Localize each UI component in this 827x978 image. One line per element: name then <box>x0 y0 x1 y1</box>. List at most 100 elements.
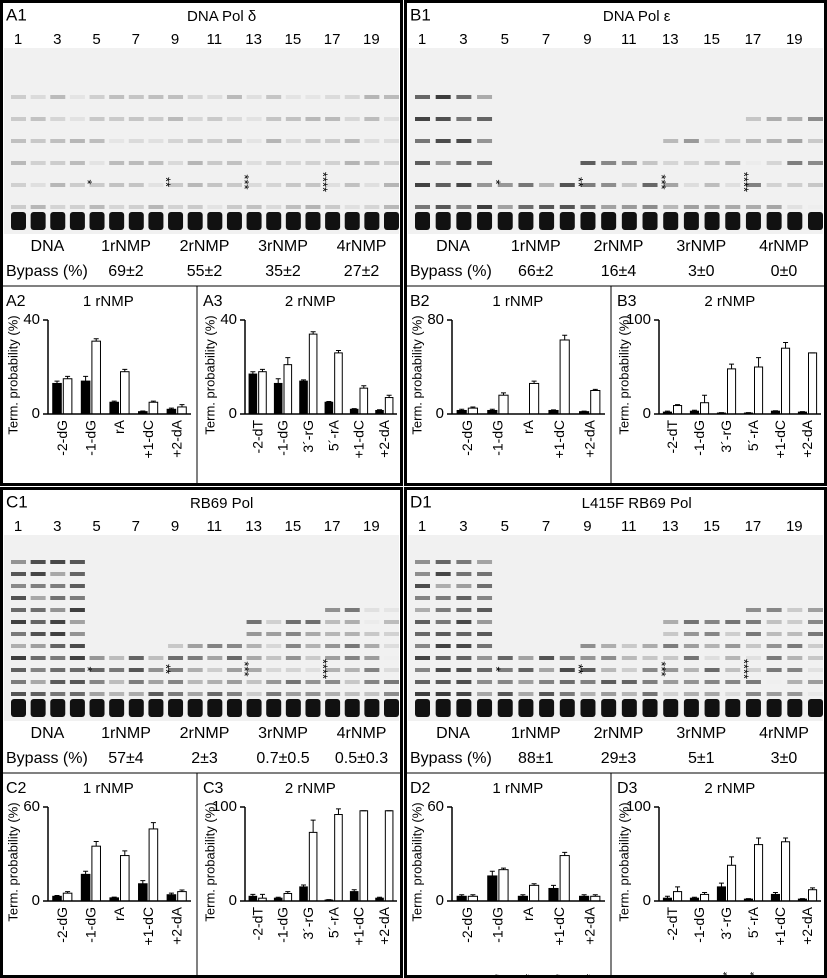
panel-title: L415F RB69 Pol <box>582 495 692 512</box>
gel-band <box>266 183 282 187</box>
bar <box>808 352 818 415</box>
gel-band <box>766 183 782 187</box>
y-tick-label: 100 <box>212 798 237 815</box>
gel-band <box>50 668 66 672</box>
gel-band <box>580 212 596 230</box>
gel-band <box>725 680 741 684</box>
gel-band <box>456 656 472 660</box>
gel-band <box>226 680 242 684</box>
lane-number: 1 <box>418 31 426 48</box>
gel-band <box>808 205 823 209</box>
gel-band <box>766 212 782 230</box>
gel-band <box>518 680 534 684</box>
lane-number: 5 <box>92 518 100 535</box>
gel-band <box>364 205 380 209</box>
gel-band <box>745 205 761 209</box>
y-axis-label: Term. probability (%) <box>409 315 424 434</box>
gel-band <box>69 139 85 143</box>
group-label: 2rNMP <box>594 725 644 742</box>
error-bar <box>275 896 281 899</box>
gel-band <box>477 656 493 660</box>
error-bar <box>729 363 735 369</box>
gel-band <box>435 608 451 612</box>
gel-band <box>148 680 164 684</box>
bar <box>727 864 737 902</box>
gel-band <box>787 183 803 187</box>
x-tick-label: +2-dA <box>168 419 184 457</box>
gel-band <box>285 668 301 672</box>
gel-band <box>109 668 125 672</box>
gel-band <box>30 668 46 672</box>
error-bar <box>489 408 495 411</box>
gel-band <box>305 205 321 209</box>
gel-band <box>477 608 493 612</box>
gel-band <box>50 139 66 143</box>
error-bar <box>361 385 367 389</box>
gel-band <box>456 699 472 717</box>
gel-band <box>30 656 46 660</box>
gel-band <box>384 668 399 672</box>
gel-band <box>187 644 203 648</box>
gel-band <box>305 620 321 624</box>
gel-band <box>477 212 493 230</box>
bypass-value: 88±1 <box>518 750 554 767</box>
gel-band <box>580 692 596 696</box>
gel-band <box>325 205 341 209</box>
bypass-value: 29±3 <box>601 750 637 767</box>
gel-band <box>663 656 679 660</box>
gel-band <box>69 632 85 636</box>
gel-band <box>642 699 658 717</box>
gel-band <box>518 699 534 717</box>
group-label: 4rNMP <box>759 238 809 255</box>
gel-band <box>415 692 430 696</box>
gel-band <box>305 183 321 187</box>
gel-band <box>477 699 493 717</box>
gel-band <box>69 584 85 588</box>
gel-band <box>384 608 399 612</box>
gel-mark: *** <box>237 661 252 676</box>
gel-band <box>207 644 223 648</box>
gel-band <box>89 656 105 660</box>
gel-band <box>305 139 321 143</box>
chart-label: A2 <box>6 293 26 310</box>
gel-band <box>580 161 596 165</box>
x-tick-label: -2-dG <box>54 907 70 943</box>
y-tick-label: 0 <box>436 892 444 909</box>
bypass-value: 0.5±0.3 <box>335 750 388 767</box>
gel-image <box>4 535 399 721</box>
error-bar <box>150 400 156 403</box>
gel-band <box>246 692 262 696</box>
gel-band <box>663 205 679 209</box>
bar <box>359 387 369 415</box>
x-tick-label: -2-dG <box>54 420 70 456</box>
gel-band <box>683 632 699 636</box>
error-bar <box>168 892 174 895</box>
x-tick-label: 5´-rA <box>745 906 761 938</box>
error-bar <box>783 342 789 349</box>
gel-band <box>11 632 26 636</box>
panel-label: D1 <box>410 492 432 511</box>
gel-band <box>683 183 699 187</box>
gel-image <box>408 535 823 721</box>
bar <box>258 371 267 415</box>
gel-band <box>725 183 741 187</box>
gel-mark: **** <box>737 172 752 192</box>
lane-number: 19 <box>786 518 803 535</box>
gel-band <box>148 95 164 99</box>
error-bar <box>285 357 291 365</box>
error-bar <box>285 891 291 894</box>
gel-band <box>704 692 720 696</box>
gel-band <box>11 668 26 672</box>
gel-band <box>704 205 720 209</box>
gel-band <box>364 95 380 99</box>
gel-band <box>384 620 399 624</box>
error-bar <box>702 394 708 403</box>
error-bar <box>531 380 537 384</box>
gel-band <box>601 699 617 717</box>
gel-band <box>384 205 399 209</box>
gel-band <box>787 161 803 165</box>
gel-band <box>725 139 741 143</box>
panel-border <box>404 487 827 978</box>
error-bar <box>168 407 174 410</box>
gel-band <box>559 668 575 672</box>
